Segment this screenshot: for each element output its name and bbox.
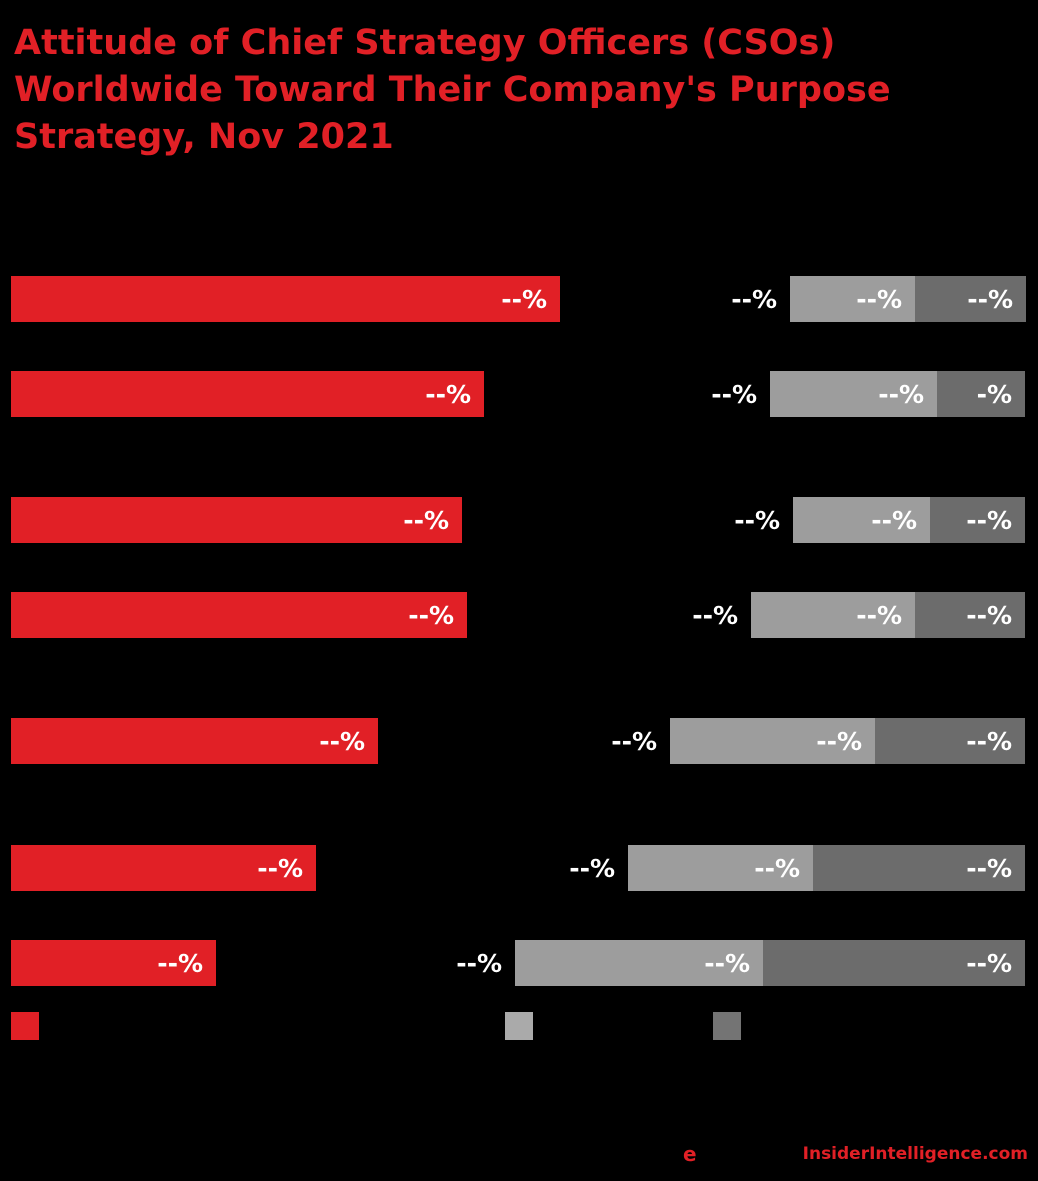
- bar-value-label: --%: [734, 505, 780, 535]
- bar-segment-dark-gray: --%: [915, 592, 1025, 638]
- bar-value-label: --%: [408, 600, 454, 630]
- bar-segment-black-hidden: --%: [216, 940, 515, 986]
- bar-value-label: --%: [966, 948, 1012, 978]
- chart-title-line-3: Strategy, Nov 2021: [14, 117, 394, 157]
- bar-value-label: --%: [456, 948, 502, 978]
- bar-value-label: --%: [878, 379, 924, 409]
- legend-swatch-dark-gray: [713, 1012, 741, 1040]
- bar-row: --% --% --% --%: [11, 718, 1025, 764]
- bar-segment-black-hidden: --%: [484, 371, 770, 417]
- bar-segment-red: --%: [11, 592, 467, 638]
- chart-title-line-2: Worldwide Toward Their Company's Purpose: [14, 70, 891, 110]
- emarketer-e-logo: e: [683, 1142, 697, 1166]
- bar-segment-red: --%: [11, 718, 378, 764]
- bar-segment-dark-gray: --%: [813, 845, 1025, 891]
- bar-value-label: --%: [966, 505, 1012, 535]
- chart-title: Attitude of Chief Strategy Officers (CSO…: [14, 20, 891, 161]
- bar-value-label: --%: [711, 379, 757, 409]
- legend-swatch-gray: [505, 1012, 533, 1040]
- bar-value-label: --%: [816, 726, 862, 756]
- bar-segment-gray: --%: [628, 845, 813, 891]
- bar-segment-black-hidden: --%: [467, 592, 751, 638]
- bar-value-label: --%: [754, 853, 800, 883]
- bar-value-label: --%: [611, 726, 657, 756]
- chart-title-line-1: Attitude of Chief Strategy Officers (CSO…: [14, 23, 836, 63]
- bar-segment-dark-gray: -%: [937, 371, 1025, 417]
- bar-segment-gray: --%: [790, 276, 915, 322]
- bar-value-label: --%: [704, 948, 750, 978]
- bar-row: --% --% --% --%: [11, 497, 1025, 543]
- bar-segment-red: --%: [11, 845, 316, 891]
- bar-value-label: --%: [569, 853, 615, 883]
- bar-segment-gray: --%: [751, 592, 915, 638]
- bar-segment-dark-gray: --%: [915, 276, 1026, 322]
- bar-value-label: --%: [425, 379, 471, 409]
- bar-row: --% --% --% --%: [11, 845, 1025, 891]
- chart-rows: --% --% --% --% --% --% --% -% --% --% --% --% --% --…: [11, 0, 1026, 1000]
- bar-row: --% --% --% --%: [11, 276, 1026, 322]
- bar-segment-red: --%: [11, 940, 216, 986]
- bar-value-label: --%: [257, 853, 303, 883]
- bar-segment-dark-gray: --%: [875, 718, 1025, 764]
- bar-row: --% --% --% --%: [11, 592, 1025, 638]
- bar-value-label: --%: [501, 284, 547, 314]
- bar-segment-black-hidden: --%: [316, 845, 628, 891]
- bar-value-label: --%: [967, 284, 1013, 314]
- bar-segment-black-hidden: --%: [560, 276, 790, 322]
- bar-value-label: --%: [157, 948, 203, 978]
- bar-segment-black-hidden: --%: [378, 718, 670, 764]
- bar-value-label: --%: [403, 505, 449, 535]
- legend-swatch-red: [11, 1012, 39, 1040]
- bar-segment-gray: --%: [770, 371, 937, 417]
- bar-row: --% --% --% -%: [11, 371, 1025, 417]
- bar-value-label: --%: [319, 726, 365, 756]
- bar-segment-gray: --%: [515, 940, 763, 986]
- bar-segment-black-hidden: --%: [462, 497, 793, 543]
- bar-value-label: --%: [871, 505, 917, 535]
- bar-segment-red: --%: [11, 371, 484, 417]
- bar-row: --% --% --% --%: [11, 940, 1025, 986]
- bar-value-label: --%: [856, 284, 902, 314]
- bar-value-label: --%: [856, 600, 902, 630]
- bar-segment-gray: --%: [793, 497, 930, 543]
- bar-value-label: --%: [966, 600, 1012, 630]
- bar-segment-dark-gray: --%: [930, 497, 1025, 543]
- chart-legend: [0, 1012, 1038, 1040]
- bar-segment-dark-gray: --%: [763, 940, 1025, 986]
- bar-value-label: --%: [731, 284, 777, 314]
- bar-segment-red: --%: [11, 497, 462, 543]
- bar-value-label: -%: [976, 379, 1012, 409]
- bar-value-label: --%: [966, 726, 1012, 756]
- bar-value-label: --%: [692, 600, 738, 630]
- insider-intelligence-url: InsiderIntelligence.com: [802, 1144, 1028, 1164]
- bar-segment-gray: --%: [670, 718, 875, 764]
- bar-segment-red: --%: [11, 276, 560, 322]
- bar-value-label: --%: [966, 853, 1012, 883]
